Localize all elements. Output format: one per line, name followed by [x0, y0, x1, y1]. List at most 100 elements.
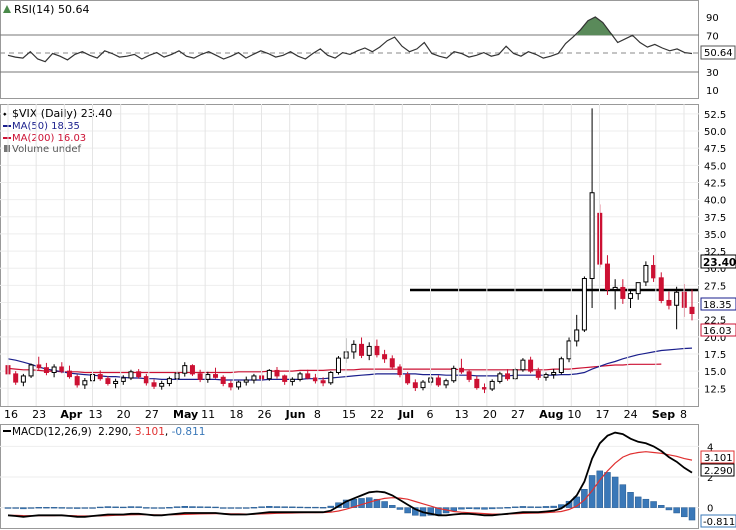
price-tick-label: 52.5 — [704, 110, 726, 121]
volume-legend-icon — [4, 145, 10, 152]
macd-label: MACD(12,26,9) 2.290, 3.101, -0.811 — [12, 426, 205, 438]
macd-hist-bar — [465, 507, 473, 509]
candle-body — [574, 329, 580, 342]
macd-hist-bar — [12, 507, 19, 509]
macd-hist-bar — [658, 505, 665, 508]
macd-hist-bar — [273, 506, 281, 508]
price-tick-label: 15.0 — [704, 367, 726, 378]
macd-hist-bar — [319, 507, 327, 509]
macd-sep-1: , — [128, 426, 135, 438]
macd-hist-bar — [127, 506, 135, 508]
candle-body — [374, 345, 380, 356]
candle-body — [320, 380, 326, 384]
macd-hist-bar — [204, 506, 212, 508]
macd-hist-bar — [488, 507, 496, 510]
macd-hist-bar — [289, 506, 296, 508]
candle-body — [558, 358, 564, 374]
x-tick-label: 18 — [229, 408, 243, 421]
x-tick-label: 17 — [596, 408, 610, 421]
x-tick-label: 8 — [314, 408, 321, 421]
ma50-badge-bg — [700, 297, 736, 311]
candle-body — [143, 376, 149, 384]
rsi-panel-frame — [0, 0, 699, 99]
candle-body — [412, 382, 418, 389]
macd-line — [7, 431, 693, 518]
candle-body — [328, 372, 334, 384]
rsi-label: RSI(14) 50.64 — [14, 3, 89, 16]
macd-hist-bar — [35, 507, 42, 509]
candle-body — [59, 366, 65, 372]
candle-body — [405, 374, 411, 384]
macd-hist-bar — [20, 507, 27, 510]
candle-body — [36, 364, 42, 369]
ma200-line — [7, 363, 662, 374]
macd-signal-badge: 3.101 — [704, 453, 733, 464]
price-tick-label: 22.5 — [704, 316, 726, 327]
candle-body — [351, 343, 357, 353]
price-label: $VIX (Daily) 23.40 — [12, 107, 112, 120]
macd-hist-bar — [50, 507, 58, 509]
macd-hist-bar — [611, 476, 619, 508]
candle-body — [466, 371, 472, 380]
candle-body — [581, 278, 587, 331]
candle-body — [435, 377, 441, 386]
price-tick-label: 17.5 — [704, 350, 726, 361]
macd-hist-badge-bg — [700, 514, 736, 528]
macd-hist-bar — [381, 501, 388, 508]
candle-body — [543, 374, 549, 378]
ma50-badge: 18.35 — [703, 300, 732, 311]
candle-body — [628, 293, 634, 299]
macd-hist-bar — [519, 506, 527, 508]
rsi-line — [7, 16, 693, 63]
price-tick-label: 32.5 — [704, 247, 726, 258]
candle-body — [82, 380, 88, 386]
candle-body — [266, 369, 272, 380]
candle-body — [236, 381, 242, 388]
macd-hist-bar — [27, 507, 35, 509]
candle-body — [213, 374, 219, 378]
rsi-current-badge: 50.64 — [704, 48, 733, 59]
x-tick-label: 20 — [483, 408, 497, 421]
x-tick-label: 26 — [258, 408, 272, 421]
candle-body — [20, 375, 26, 383]
price-ticks: 52.5 50.0 47.5 45.0 42.5 40.0 37.5 35.0 32.5 30.0… — [704, 110, 726, 395]
candle-body — [197, 373, 203, 380]
x-tick-label: 23 — [32, 408, 46, 421]
candle-body — [497, 373, 503, 382]
macd-hist-bar — [373, 498, 381, 508]
candle-body — [289, 378, 295, 382]
candle-body — [305, 373, 311, 379]
candle-body — [535, 370, 541, 378]
price-tick-label: 47.5 — [704, 144, 726, 155]
macd-hist-bar — [496, 507, 504, 509]
x-tick-label: 20 — [117, 408, 131, 421]
candle-body — [312, 377, 318, 382]
macd-hist-bar — [511, 506, 519, 508]
candle-body — [228, 382, 234, 388]
candle-body — [159, 382, 165, 387]
price-tick-label: 42.5 — [704, 178, 726, 189]
macd-legend: MACD(12,26,9) 2.290, 3.101, -0.811 — [3, 426, 205, 438]
macd-hist-bar — [596, 470, 604, 508]
candle-body — [105, 378, 111, 384]
macd-hist-bar — [458, 507, 465, 510]
price-icon: ⬩ — [3, 109, 7, 120]
ma200-badge-bg — [700, 323, 736, 337]
rsi-overbought-fill — [576, 17, 615, 36]
macd-hist-bar — [258, 506, 265, 508]
candle-body — [205, 374, 211, 380]
candle-body — [282, 375, 288, 382]
macd-hist-bar — [43, 507, 50, 509]
macd-hist-bar — [650, 501, 657, 508]
price-tick-label: 35.0 — [704, 230, 726, 241]
rsi-tick-label: 30 — [706, 68, 719, 79]
volume-legend: Volume undef — [12, 144, 82, 155]
price-badge-current: 23.40 — [703, 257, 736, 269]
x-tick-label: 8 — [680, 408, 687, 421]
candle-body — [612, 286, 618, 290]
macd-hist-bar — [96, 506, 104, 509]
candle-body — [505, 373, 511, 380]
macd-hist-bar — [181, 505, 189, 508]
candle-body — [474, 378, 480, 389]
